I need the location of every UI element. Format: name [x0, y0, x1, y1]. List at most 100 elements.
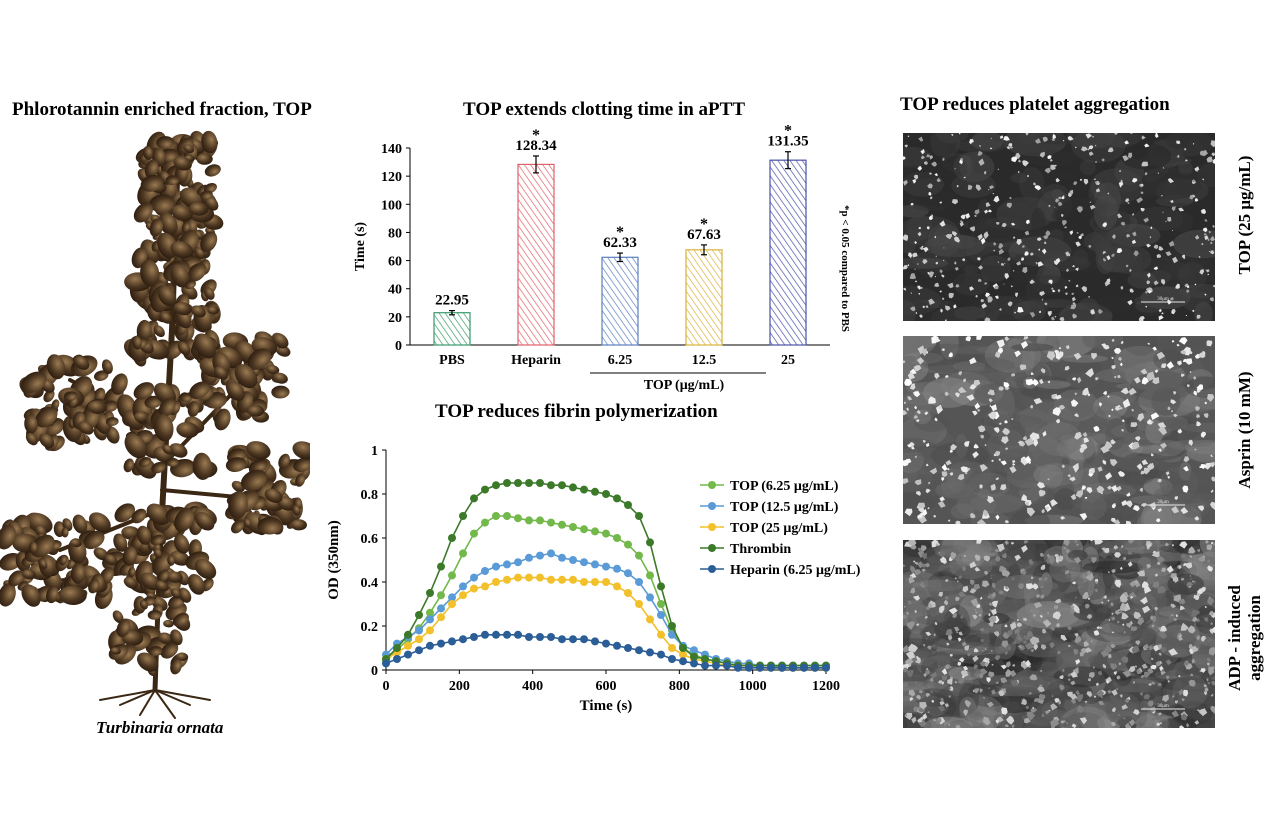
series-point — [668, 622, 676, 630]
series-point — [558, 635, 566, 644]
bar-pbs — [433, 312, 471, 346]
bar-y-tick-label: 60 — [388, 255, 402, 270]
series-point — [679, 657, 687, 666]
series-point — [503, 560, 511, 569]
line-y-axis-label: OD (350nm) — [326, 520, 342, 600]
series-point — [657, 611, 665, 619]
micrograph-label-top: TOP (25 μg/mL) — [1235, 155, 1254, 275]
series-point — [459, 591, 467, 600]
legend-marker — [708, 544, 716, 552]
line-x-tick-label: 600 — [596, 679, 617, 694]
series-point — [701, 655, 709, 663]
micrograph-label-adp: ADP - induced aggregation — [1225, 533, 1265, 743]
significance-marker: * — [784, 123, 792, 140]
series-point — [580, 485, 588, 494]
series-point — [569, 575, 577, 584]
series-point — [525, 573, 533, 582]
series-point — [602, 529, 610, 538]
series-point — [646, 615, 654, 624]
series-point — [536, 573, 544, 582]
bar-y-axis-label: Time (s) — [353, 222, 368, 271]
series-point — [756, 663, 764, 672]
series-point — [536, 516, 544, 525]
plant-title: Phlorotannin enriched fraction, TOP — [12, 99, 312, 120]
bar-y-tick-label: 120 — [381, 170, 402, 185]
bar-y-tick-label: 100 — [381, 198, 402, 213]
series-point — [481, 567, 489, 575]
series-point — [635, 600, 643, 608]
bar-value-label: 62.33 — [603, 235, 637, 251]
series-point — [470, 529, 478, 538]
series-point — [789, 663, 797, 672]
seaweed-illustration — [0, 130, 310, 719]
line-x-tick-label: 400 — [522, 679, 543, 694]
series-point — [646, 593, 654, 602]
series-point — [536, 479, 544, 487]
plant-caption: Turbinaria ornata — [96, 718, 224, 737]
legend-marker — [708, 481, 716, 489]
micrograph-asprin: 30μm — [903, 336, 1215, 524]
series-point — [679, 650, 687, 659]
micrograph-adp: 30μm — [903, 540, 1215, 728]
series-point — [668, 644, 676, 652]
series-point — [547, 549, 555, 558]
series-point — [426, 608, 434, 617]
scale-bar-label: 30μm — [1157, 297, 1169, 302]
series-point — [514, 630, 522, 639]
series-point — [613, 641, 621, 650]
series-point — [690, 652, 698, 661]
series-point — [613, 494, 621, 503]
micrograph-label-adp-line1: ADP - induced — [1225, 585, 1244, 691]
legend-marker — [708, 523, 716, 531]
bar-12-5 — [685, 249, 723, 346]
series-point — [811, 663, 819, 672]
series-point — [767, 663, 775, 672]
line-x-tick-label: 200 — [449, 679, 470, 694]
series-point — [624, 540, 632, 549]
legend-item: Heparin (6.25 μg/mL) — [700, 563, 861, 578]
scale-bar-label: 30μm — [1157, 704, 1169, 709]
series-point — [800, 663, 808, 672]
bar-y-tick-label: 0 — [395, 339, 402, 354]
series-point — [393, 655, 401, 663]
legend-label: TOP (12.5 μg/mL) — [730, 500, 839, 515]
series-point — [437, 613, 445, 622]
series-point — [481, 518, 489, 527]
series-point — [404, 630, 412, 639]
line-x-tick-label: 800 — [669, 679, 690, 694]
micrograph-title: TOP reduces platelet aggregation — [900, 94, 1170, 115]
legend-marker — [708, 565, 716, 573]
series-point — [404, 641, 412, 650]
scale-bar-label: 30μm — [1157, 500, 1169, 505]
series-point — [514, 573, 522, 582]
line-x-tick-label: 1000 — [739, 679, 767, 694]
series-point — [569, 523, 577, 531]
series-point — [437, 639, 445, 648]
series-point — [690, 646, 698, 655]
bar-chart: 0 20 40 60 80 100 120 140 Time (s) 22.95 PBS 128.34… — [353, 123, 851, 393]
series-point — [415, 626, 423, 635]
significance-annotation: *p < 0.05 compared to PBS — [839, 205, 851, 332]
line-y-tick-label: 0.2 — [361, 620, 379, 635]
bar-category-label: 6.25 — [608, 353, 633, 368]
series-point — [503, 575, 511, 584]
series-point — [514, 514, 522, 523]
series-point — [481, 630, 489, 639]
legend-item: TOP (25 μg/mL) — [700, 521, 828, 536]
legend-item: Thrombin — [700, 542, 791, 557]
series-point — [481, 582, 489, 591]
series-point — [646, 538, 654, 547]
series-point — [602, 639, 610, 648]
series-point — [646, 571, 654, 580]
series-point — [459, 549, 467, 558]
series-point — [613, 582, 621, 591]
series-point — [624, 644, 632, 652]
series-point — [448, 600, 456, 608]
bar-25 — [769, 159, 807, 346]
legend-label: TOP (25 μg/mL) — [730, 521, 828, 536]
bar-category-label: Heparin — [511, 353, 561, 368]
series-point — [778, 663, 786, 672]
series-point — [503, 479, 511, 487]
series-point — [701, 661, 709, 670]
series-point — [536, 551, 544, 560]
